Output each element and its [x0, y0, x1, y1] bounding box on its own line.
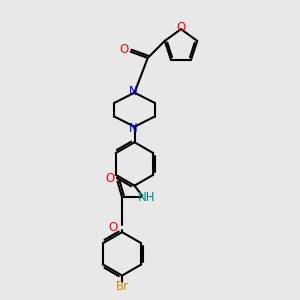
Text: NH: NH: [138, 191, 156, 204]
Text: N: N: [129, 122, 137, 135]
Text: Br: Br: [116, 280, 129, 293]
Text: O: O: [176, 21, 186, 34]
Text: O: O: [119, 43, 128, 56]
Text: O: O: [105, 172, 114, 185]
Text: N: N: [129, 85, 137, 98]
Text: O: O: [109, 221, 118, 234]
